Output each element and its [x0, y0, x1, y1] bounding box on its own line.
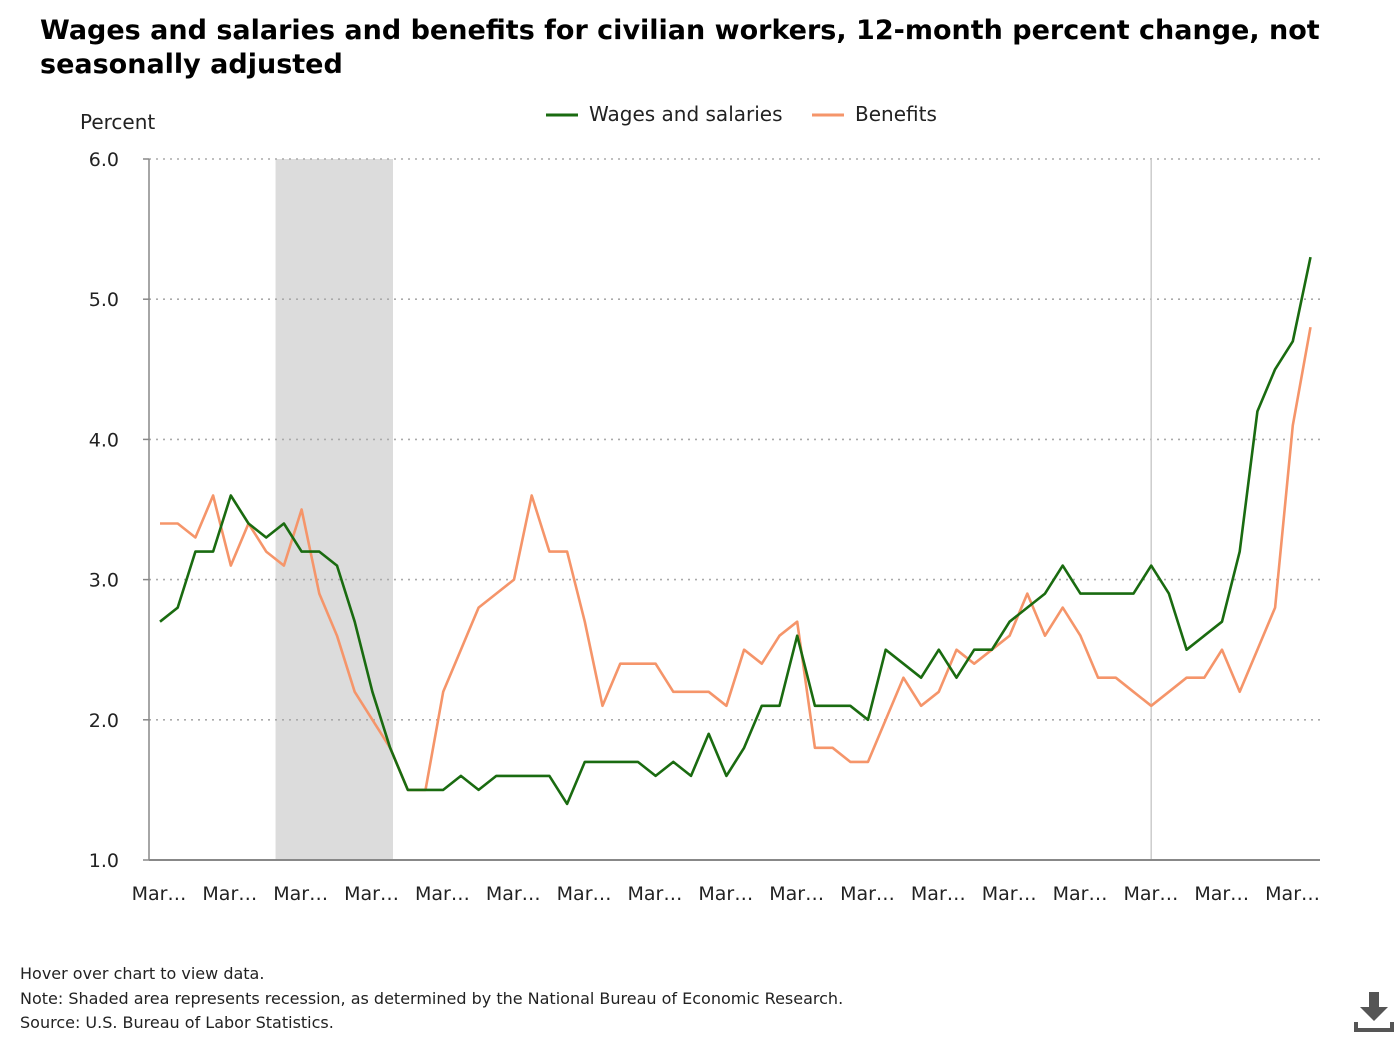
x-tick-label: Mar…	[486, 883, 541, 905]
x-tick-label: Mar…	[1053, 883, 1108, 905]
y-tick-label: 1.0	[89, 850, 119, 872]
x-tick-label: Mar…	[628, 883, 683, 905]
source-note: Source: U.S. Bureau of Labor Statistics.	[20, 1013, 334, 1032]
x-tick-label: Mar…	[911, 883, 966, 905]
chart-notes: Hover over chart to view data. Note: Sha…	[20, 962, 843, 1036]
y-tick-label: 4.0	[89, 429, 119, 451]
chart-title: Wages and salaries and benefits for civi…	[40, 15, 1320, 80]
download-icon[interactable]	[1352, 990, 1398, 1036]
x-tick-label: Mar…	[698, 883, 753, 905]
x-tick-label: Mar…	[415, 883, 470, 905]
legend-label-wages[interactable]: Wages and salaries	[589, 102, 783, 126]
y-tick-label: 3.0	[89, 570, 119, 592]
legend-label-benefits[interactable]: Benefits	[855, 102, 937, 126]
x-tick-label: Mar…	[982, 883, 1037, 905]
y-tick-label: 5.0	[89, 289, 119, 311]
benefits-line[interactable]	[160, 326, 1312, 792]
hover-hint: Hover over chart to view data.	[20, 964, 265, 983]
x-tick-label: Mar…	[840, 883, 895, 905]
y-axis-label: Percent	[80, 110, 155, 134]
x-tick-label: Mar…	[1194, 883, 1249, 905]
x-tick-label: Mar…	[273, 883, 328, 905]
wages-line[interactable]	[159, 256, 1312, 806]
x-tick-label: Mar…	[769, 883, 824, 905]
x-tick-label: Mar…	[132, 883, 187, 905]
line-chart[interactable]: 1.0 2.0 3.0 4.0 5.0 6.0 Mar… Mar… Mar… Mar… Mar… M…	[0, 0, 1400, 950]
x-tick-label: Mar…	[557, 883, 612, 905]
x-tick-label: Mar…	[202, 883, 257, 905]
x-tick-label: Mar…	[1123, 883, 1178, 905]
y-tick-label: 2.0	[89, 710, 119, 732]
x-tick-label: Mar…	[1265, 883, 1320, 905]
y-tick-label: 6.0	[89, 149, 119, 171]
x-tick-label: Mar…	[344, 883, 399, 905]
recession-shading	[275, 159, 393, 860]
recession-note: Note: Shaded area represents recession, …	[20, 988, 844, 1008]
